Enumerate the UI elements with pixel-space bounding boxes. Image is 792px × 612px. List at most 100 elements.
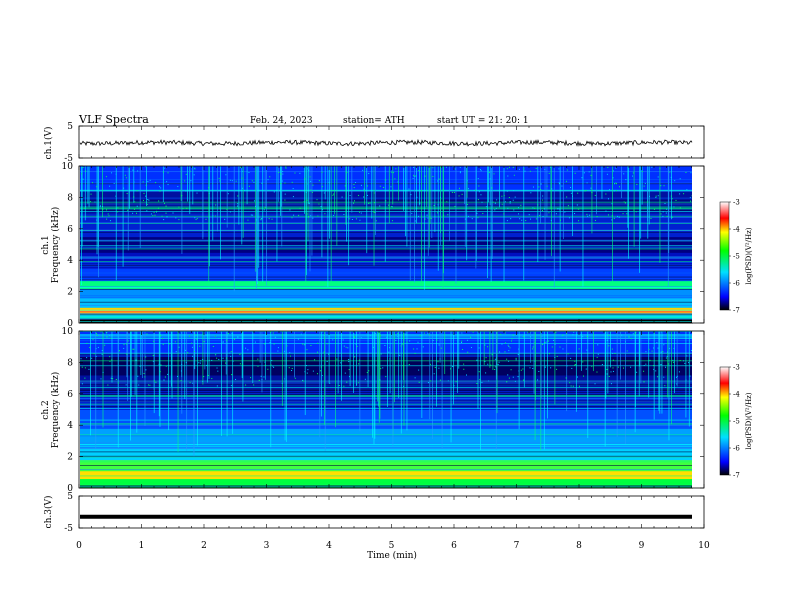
ch2-spectrogram-speckle <box>148 384 150 386</box>
ch2-spectrogram-line <box>80 461 693 463</box>
ch1-spectrogram-speckle <box>488 171 490 173</box>
ch2-spectrogram-speckle <box>263 343 265 345</box>
ch1-spectrogram-band <box>80 297 693 308</box>
ch2-spectrogram-speckle <box>123 347 125 349</box>
ch2-spectrogram-speckle <box>556 355 558 357</box>
ch1-spectrogram-speckle <box>567 205 569 207</box>
ch1-spectrogram-streak <box>667 166 669 287</box>
ch1-spectrogram-speckle <box>689 197 691 199</box>
ch1-spectrogram-speckle <box>413 166 415 168</box>
ch2-spectrogram-speckle <box>397 335 399 337</box>
ch2-spectrogram-streak <box>225 331 227 375</box>
ch2-spectrogram-speckle <box>586 336 588 338</box>
ch1-spectrogram-streak <box>181 166 183 254</box>
ch1-spectrogram-speckle <box>142 181 144 183</box>
ch2-spectrogram-line <box>80 388 693 390</box>
ch2-spectrogram-line <box>80 360 693 362</box>
ch2-spectrogram-speckle <box>375 332 377 334</box>
ch2-spectrogram-speckle <box>597 344 599 346</box>
ch1-spectrogram-speckle <box>155 211 157 213</box>
ch2-spectrogram-speckle <box>501 343 503 345</box>
ch2-spectrogram-speckle <box>578 385 580 387</box>
ch1-spectrogram-band <box>80 318 693 324</box>
ch1-spectrogram-speckle <box>690 172 692 174</box>
ch1-spectrogram-speckle <box>293 214 295 216</box>
ch1-spectrogram-speckle <box>430 217 432 219</box>
ch1-spectrogram-line <box>80 282 693 284</box>
ch2-spectrogram-speckle <box>505 342 507 344</box>
ch2-spectrogram-speckle <box>195 334 197 336</box>
ch2-spectrogram-speckle <box>662 351 664 353</box>
ch1-spectrogram-speckle <box>284 182 286 184</box>
ch2-spectrogram-streak <box>102 331 104 428</box>
ch2-spectrogram-line <box>80 444 693 445</box>
ch1-spectrogram-line <box>80 280 693 281</box>
ch1-spectrogram-speckle <box>113 182 115 184</box>
ch2-spectrogram-streak <box>134 331 136 395</box>
ch1-spectrogram-speckle <box>127 209 129 211</box>
ch2-spectrogram-line <box>80 485 693 487</box>
ch2-spectrogram-speckle <box>504 332 506 334</box>
ch2-spectrogram-speckle <box>571 367 573 369</box>
ch2-spectrogram-streak <box>324 331 326 452</box>
ch1-spec-ylabel-line2: Frequency (kHz) <box>50 207 61 284</box>
ch1-voltage-ylabel: ch.1(V) <box>43 127 54 160</box>
ch2-spectrogram-streak <box>140 331 142 376</box>
ch1-spectrogram-line <box>80 288 693 290</box>
ch2-spectrogram-speckle <box>354 336 356 338</box>
ch1-spectrogram-speckle <box>311 191 313 193</box>
ch2-spectrogram-speckle <box>570 357 572 359</box>
ch1-spectrogram-speckle <box>478 185 480 187</box>
ch1-spectrogram-speckle <box>548 212 550 214</box>
ch1-spectrogram-speckle <box>643 185 645 187</box>
ch2-spectrogram-speckle <box>651 350 653 352</box>
ch1-spectrogram-streak <box>421 166 422 284</box>
ch1-spectrogram-streak <box>601 166 603 199</box>
ch2-spectrogram-speckle <box>665 357 667 359</box>
ch1-spectrogram-line <box>80 182 693 184</box>
ch1-spectrogram-speckle <box>152 215 154 217</box>
ch2-spectrogram-streak <box>372 331 373 438</box>
ch2-spectrogram-speckle <box>152 360 154 362</box>
ch2-spectrogram-speckle <box>258 379 260 381</box>
ch1-spectrogram-speckle <box>509 202 511 204</box>
ch1-spectrogram-speckle <box>392 172 394 174</box>
ch1-spectrogram-speckle <box>132 169 134 171</box>
ch1-spectrogram-speckle <box>586 213 588 215</box>
ch1-spectrogram-streak <box>329 166 330 239</box>
ch1-spectrogram-streak <box>523 166 525 281</box>
ch2-spectrogram-speckle <box>667 363 669 365</box>
ch1-spectrogram-streak <box>180 166 182 201</box>
ch1-spectrogram-streak <box>553 166 555 288</box>
ch1-spectrogram-speckle <box>208 193 210 195</box>
ch2-spectrogram-line <box>80 419 693 421</box>
ch2-spectrogram-speckle <box>380 335 382 337</box>
ch2-spectrogram-speckle <box>622 367 624 369</box>
ch2-spectrogram-speckle <box>312 370 314 372</box>
ch1-spectrogram-speckle <box>503 195 505 197</box>
ch2-spectrogram-speckle <box>163 379 165 381</box>
ch2-spectrogram-speckle <box>452 366 454 368</box>
ch2-spectrogram-speckle <box>686 355 688 357</box>
ch2-spectrogram-line <box>80 446 693 448</box>
ch1-spectrogram-streak <box>648 166 650 225</box>
ch2-spectrogram-streak <box>554 331 556 405</box>
ch2-spectrogram-speckle <box>95 355 97 357</box>
ch2-spectrogram-speckle <box>654 332 656 334</box>
ch1-spectrogram-speckle <box>353 200 355 202</box>
ch1-spectrogram-streak <box>216 166 218 232</box>
ch2-spectrogram-speckle <box>336 358 338 360</box>
ch2-spectrogram-speckle <box>664 385 666 387</box>
ch2-spectrogram-line <box>80 408 693 409</box>
ch2-spectrogram-line <box>80 398 693 400</box>
ch1-spectrogram-speckle <box>590 187 592 189</box>
ch2-spectrogram-line <box>80 403 693 405</box>
ch1-spectrogram-speckle <box>360 184 362 186</box>
ch2-spectrogram-speckle <box>369 335 371 337</box>
ch2-spectrogram-speckle <box>630 366 632 368</box>
ch1-spectrogram-speckle <box>611 215 613 217</box>
ch1-spectrogram-speckle <box>308 202 310 204</box>
ch2-spectrogram-speckle <box>356 345 358 347</box>
ch2-spectrogram-speckle <box>408 363 410 365</box>
ch2-spectrogram-speckle <box>675 376 677 378</box>
